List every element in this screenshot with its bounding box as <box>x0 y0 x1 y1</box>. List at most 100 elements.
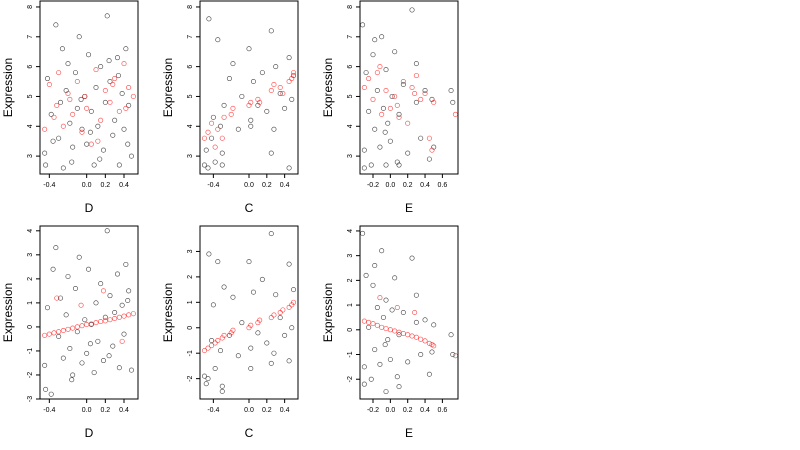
black-point <box>123 261 129 267</box>
y-tick-label: 0 <box>27 325 34 329</box>
black-point <box>392 49 398 55</box>
red-point <box>366 76 372 82</box>
y-tick-label: -2 <box>347 376 354 382</box>
red-point <box>82 93 88 99</box>
black-point <box>396 162 402 168</box>
black-point <box>282 105 288 111</box>
black-point <box>110 132 116 138</box>
y-tick-label: 7 <box>347 35 354 39</box>
black-point <box>60 165 66 171</box>
red-point <box>88 141 94 147</box>
y-tick-label: 1 <box>27 301 34 305</box>
black-point <box>95 123 101 129</box>
x-tick-label: 0.2 <box>100 182 110 189</box>
y-tick-label: 8 <box>27 5 34 9</box>
black-point <box>79 360 85 366</box>
black-point <box>53 22 59 28</box>
black-point <box>44 76 50 82</box>
black-point <box>268 28 274 34</box>
black-point <box>44 305 50 311</box>
red-point <box>248 99 254 105</box>
black-point <box>268 150 274 156</box>
black-point <box>377 361 383 367</box>
red-point <box>51 330 57 336</box>
scatter-panel-5: -0.4 0.0 0.2 0.4 -2 -1 0 1 2 3 C Expression <box>161 225 299 440</box>
black-point <box>205 376 211 382</box>
black-point <box>248 365 254 371</box>
red-point <box>412 309 418 315</box>
black-point <box>67 120 73 126</box>
black-point <box>72 285 78 291</box>
y-tick-label: 5 <box>27 94 34 98</box>
black-point <box>107 293 113 299</box>
x-tick-label: -0.4 <box>43 407 55 414</box>
red-point <box>452 111 458 117</box>
red-point <box>392 93 398 99</box>
scatter-panel-6: -0.2 0.0 0.2 0.4 0.6 -2 -1 0 1 2 3 4 E Expression <box>321 225 459 440</box>
red-point <box>201 135 207 141</box>
black-point <box>43 386 49 392</box>
black-point <box>128 367 134 373</box>
black-point <box>48 391 54 397</box>
black-point <box>413 99 419 105</box>
black-point <box>226 76 232 82</box>
black-point <box>372 37 378 43</box>
red-point <box>126 312 132 318</box>
black-point <box>42 362 48 368</box>
black-point <box>396 384 402 390</box>
red-point <box>257 317 263 323</box>
black-point <box>273 292 279 298</box>
red-point <box>65 90 71 96</box>
black-point <box>264 340 270 346</box>
y-axis-title: Expression <box>321 283 335 342</box>
red-point <box>46 82 52 88</box>
black-point <box>286 55 292 61</box>
black-point <box>217 123 223 129</box>
x-tick-label: 0.2 <box>100 407 110 414</box>
black-point <box>372 126 378 132</box>
black-point <box>116 162 122 168</box>
red-point <box>394 305 400 311</box>
red-point <box>54 102 60 108</box>
black-point <box>239 320 245 326</box>
red-point <box>280 307 286 313</box>
red-point <box>79 129 85 135</box>
black-point <box>56 135 62 141</box>
plot-frame <box>359 0 459 175</box>
black-point <box>389 307 395 313</box>
y-tick-label: 2 <box>27 277 34 281</box>
red-point <box>377 64 383 70</box>
black-point <box>70 372 76 378</box>
black-point <box>248 117 254 123</box>
red-point <box>98 117 104 123</box>
black-point <box>201 162 207 168</box>
red-point <box>98 319 104 325</box>
black-point <box>210 302 216 308</box>
red-point <box>400 79 406 85</box>
black-point <box>102 314 108 320</box>
black-point <box>426 371 432 377</box>
x-tick-label: 0.6 <box>438 182 448 189</box>
y-tick-label: 3 <box>27 154 34 158</box>
red-point <box>230 105 236 111</box>
black-point <box>123 46 129 52</box>
red-point <box>289 76 295 82</box>
y-axis-title: Expression <box>1 283 15 342</box>
black-point <box>380 105 386 111</box>
y-tick-label: 4 <box>27 124 34 128</box>
black-point <box>206 16 212 22</box>
black-point <box>429 349 435 355</box>
red-point <box>422 90 428 96</box>
black-point <box>363 272 369 278</box>
black-point <box>400 82 406 88</box>
red-point <box>431 99 437 105</box>
black-point <box>250 289 256 295</box>
x-tick-label: -0.4 <box>207 407 219 414</box>
red-point <box>78 302 84 308</box>
red-point <box>271 82 277 88</box>
red-point <box>74 324 80 330</box>
black-point <box>377 144 383 150</box>
black-point <box>370 282 376 288</box>
black-point <box>413 292 419 298</box>
